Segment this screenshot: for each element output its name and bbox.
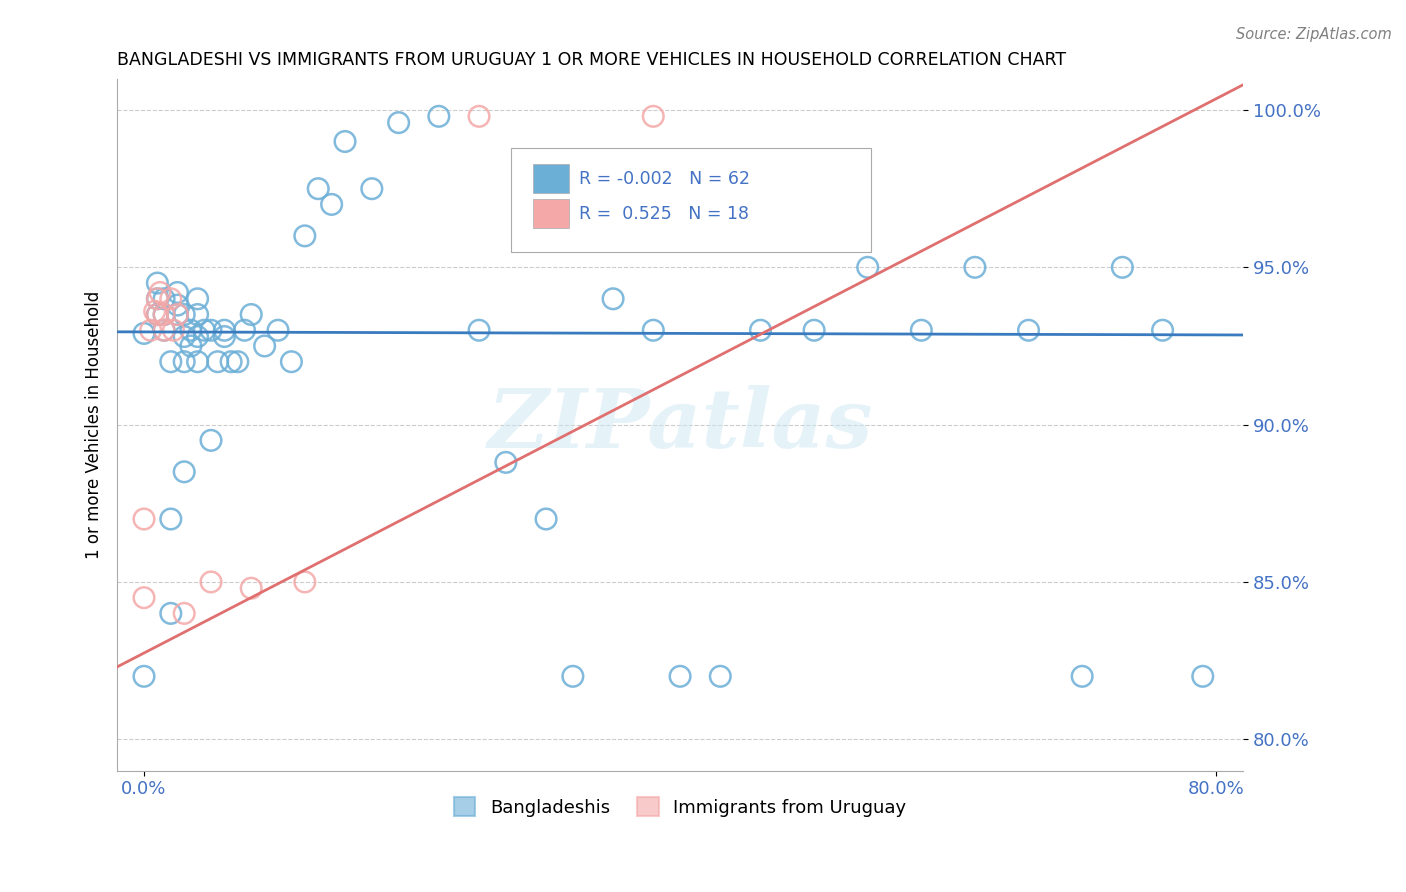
Point (200, 434, 222, 448)
Point (173, 329, 195, 343)
Point (803, 323, 825, 337)
Point (214, 329, 236, 343)
Point (200, 323, 222, 337)
Point (1152, 323, 1174, 337)
Point (132, 669, 155, 683)
Point (280, 355, 302, 369)
Point (173, 355, 195, 369)
Point (153, 292, 176, 306)
Point (214, 323, 236, 337)
Point (187, 292, 209, 306)
Point (643, 323, 665, 337)
FancyBboxPatch shape (533, 164, 568, 194)
Point (173, 465, 195, 479)
Point (173, 607, 195, 621)
Point (207, 355, 229, 369)
Point (166, 308, 188, 322)
Point (226, 355, 249, 369)
Point (143, 304, 166, 318)
Point (643, 109, 665, 123)
Point (1111, 260, 1133, 275)
Point (294, 574, 316, 589)
Point (333, 135, 356, 149)
Point (749, 323, 772, 337)
Point (360, 182, 382, 196)
Point (240, 308, 263, 322)
Point (149, 285, 172, 300)
FancyBboxPatch shape (512, 148, 872, 252)
Point (294, 228, 316, 243)
Point (187, 308, 209, 322)
Point (146, 292, 169, 306)
Point (388, 115, 411, 129)
Point (307, 182, 329, 196)
Point (427, 109, 450, 123)
Point (132, 512, 155, 526)
Point (180, 323, 202, 337)
Legend: Bangladeshis, Immigrants from Uruguay: Bangladeshis, Immigrants from Uruguay (447, 790, 914, 824)
Text: R =  0.525   N = 18: R = 0.525 N = 18 (579, 204, 749, 222)
Point (1071, 669, 1094, 683)
Point (200, 574, 222, 589)
Text: Source: ZipAtlas.com: Source: ZipAtlas.com (1236, 27, 1392, 42)
Point (146, 308, 169, 322)
Text: R = -0.002   N = 62: R = -0.002 N = 62 (579, 170, 749, 188)
Point (153, 308, 176, 322)
Point (166, 285, 188, 300)
Point (166, 308, 188, 322)
Point (561, 669, 583, 683)
Point (162, 323, 184, 337)
Point (267, 323, 290, 337)
Point (132, 326, 155, 341)
Y-axis label: 1 or more Vehicles in Household: 1 or more Vehicles in Household (86, 291, 103, 558)
Point (132, 591, 155, 605)
Point (233, 323, 256, 337)
Point (495, 455, 517, 469)
Point (669, 669, 692, 683)
Point (856, 260, 879, 275)
Point (1018, 323, 1040, 337)
Point (602, 292, 624, 306)
Point (166, 298, 188, 312)
Point (173, 308, 195, 322)
Point (159, 292, 181, 306)
Point (709, 669, 731, 683)
Point (187, 355, 209, 369)
Point (534, 512, 557, 526)
Point (963, 260, 986, 275)
Point (159, 607, 181, 621)
Point (1191, 669, 1213, 683)
Text: ZIPatlas: ZIPatlas (488, 384, 873, 465)
Point (910, 323, 932, 337)
Point (146, 292, 169, 306)
Point (253, 339, 276, 353)
Point (153, 323, 176, 337)
Point (153, 308, 176, 322)
Point (193, 323, 215, 337)
Point (468, 109, 491, 123)
Point (180, 339, 202, 353)
Point (321, 197, 343, 211)
FancyBboxPatch shape (533, 199, 568, 228)
Point (219, 355, 242, 369)
Point (159, 512, 181, 526)
Point (146, 308, 169, 322)
Text: BANGLADESHI VS IMMIGRANTS FROM URUGUAY 1 OR MORE VEHICLES IN HOUSEHOLD CORRELATI: BANGLADESHI VS IMMIGRANTS FROM URUGUAY 1… (117, 51, 1066, 69)
Point (146, 276, 169, 290)
Point (159, 355, 181, 369)
Point (468, 323, 491, 337)
Point (139, 323, 162, 337)
Point (187, 329, 209, 343)
Point (153, 323, 176, 337)
Point (240, 581, 263, 595)
